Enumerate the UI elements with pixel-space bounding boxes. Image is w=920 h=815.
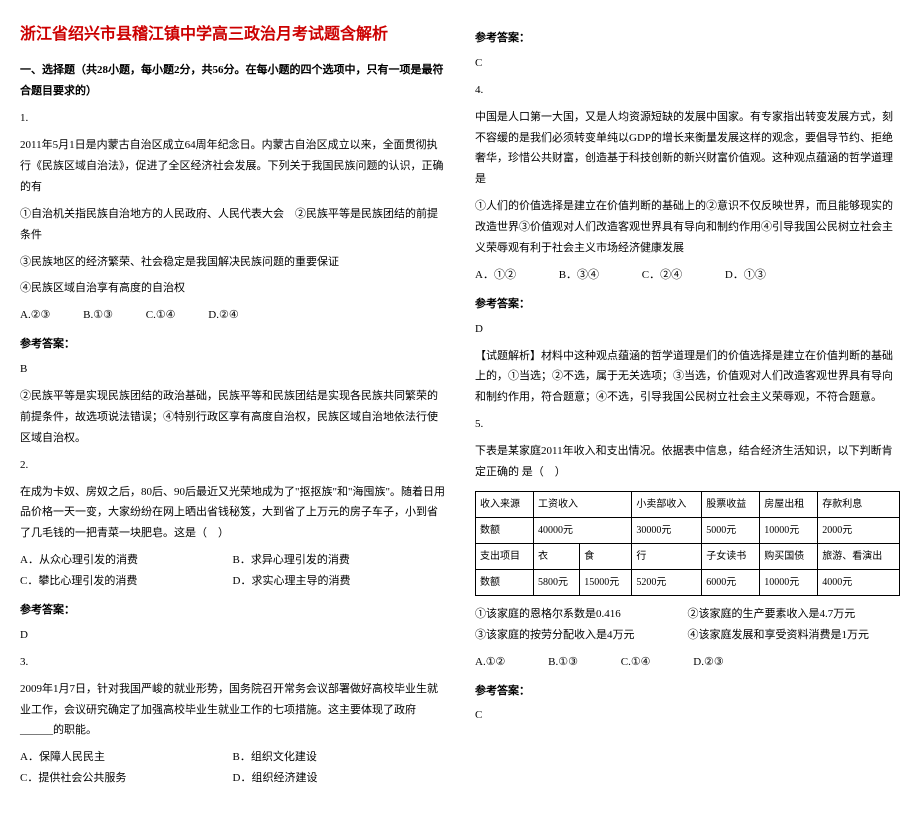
q1-stmt-2: ③民族地区的经济繁荣、社会稳定是我国解决民族问题的重要保证 [20, 252, 445, 273]
q2-body: 在成为卡奴、房奴之后，80后、90后最近又光荣地成为了"抠抠族"和"海囤族"。随… [20, 482, 445, 545]
q4-choice-a: A．①② [475, 265, 516, 286]
cell: 房屋出租 [760, 491, 818, 517]
q3-choice-a: A．保障人民民主 [20, 747, 233, 768]
q5-answer-label: 参考答案： [475, 681, 900, 702]
cell: 5200元 [632, 569, 702, 595]
left-column: 浙江省绍兴市县稽江镇中学高三政治月考试题含解析 一、选择题（共28小题，每小题2… [20, 20, 445, 795]
exam-document: 浙江省绍兴市县稽江镇中学高三政治月考试题含解析 一、选择题（共28小题，每小题2… [20, 20, 900, 795]
q1-stmt-1: ①自治机关指民族自治地方的人民政府、人民代表大会 ②民族平等是民族团结的前提条件 [20, 204, 445, 246]
q1-body: 2011年5月1日是内蒙古自治区成立64周年纪念日。内蒙古自治区成立以来，全面贯… [20, 135, 445, 198]
q2-answer-label: 参考答案： [20, 600, 445, 621]
q4-choice-d: D．①③ [725, 265, 766, 286]
cell: 食 [580, 543, 632, 569]
q4-number: 4. [475, 80, 900, 101]
cell: 5000元 [702, 517, 760, 543]
q2-choice-a: A．从众心理引发的消费 [20, 550, 233, 571]
table-row: 数额 5800元 15000元 5200元 6000元 10000元 4000元 [476, 569, 900, 595]
q1-choice-c: C.①④ [146, 305, 176, 326]
q5-stmt-1: ①该家庭的恩格尔系数是0.416 [475, 604, 688, 625]
q5-answer: C [475, 705, 900, 726]
document-title: 浙江省绍兴市县稽江镇中学高三政治月考试题含解析 [20, 20, 445, 50]
q5-stmt-2: ②该家庭的生产要素收入是4.7万元 [688, 604, 901, 625]
q4-choice-c: C．②④ [642, 265, 682, 286]
q2-choice-c: C．攀比心理引发的消费 [20, 571, 233, 592]
q3-choice-c: C．提供社会公共服务 [20, 768, 233, 789]
cell: 支出项目 [476, 543, 534, 569]
q4-statements: ①人们的价值选择是建立在价值判断的基础上的②意识不仅反映世界，而且能够现实的改造… [475, 196, 900, 259]
q2-choices: A．从众心理引发的消费 B．求异心理引发的消费 C．攀比心理引发的消费 D．求实… [20, 550, 445, 592]
q1-choice-b: B.①③ [83, 305, 113, 326]
cell: 数额 [476, 517, 534, 543]
q4-analysis: 【试题解析】材料中这种观点蕴涵的哲学道理是们的价值选择是建立在价值判断的基础上的… [475, 346, 900, 409]
q3-body: 2009年1月7日，针对我国严峻的就业形势，国务院召开常务会议部署做好高校毕业生… [20, 679, 445, 742]
q5-choices: A.①② B.①③ C.①④ D.②③ [475, 652, 900, 673]
q1-answer: B [20, 359, 445, 380]
cell: 存款利息 [818, 491, 900, 517]
cell: 子女读书 [702, 543, 760, 569]
cell: 衣 [534, 543, 580, 569]
table-row: 支出项目 衣 食 行 子女读书 购买国债 旅游、看演出 [476, 543, 900, 569]
cell: 4000元 [818, 569, 900, 595]
q5-statements: ①该家庭的恩格尔系数是0.416 ②该家庭的生产要素收入是4.7万元 ③该家庭的… [475, 604, 900, 646]
table-row: 收入来源 工资收入 小卖部收入 股票收益 房屋出租 存款利息 [476, 491, 900, 517]
q1-answer-label: 参考答案： [20, 334, 445, 355]
cell: 行 [632, 543, 702, 569]
q3-choice-b: B．组织文化建设 [233, 747, 446, 768]
q3-answer: C [475, 53, 900, 74]
q2-answer: D [20, 625, 445, 646]
q1-choice-a: A.②③ [20, 305, 50, 326]
q4-choice-b: B．③④ [559, 265, 599, 286]
q5-choice-d: D.②③ [693, 652, 723, 673]
q3-choices: A．保障人民民主 B．组织文化建设 C．提供社会公共服务 D．组织经济建设 [20, 747, 445, 789]
q3-answer-label: 参考答案： [475, 28, 900, 49]
q5-body: 下表是某家庭2011年收入和支出情况。依据表中信息，结合经济生活知识，以下判断肯… [475, 441, 900, 483]
cell: 购买国债 [760, 543, 818, 569]
cell: 5800元 [534, 569, 580, 595]
q4-answer-label: 参考答案： [475, 294, 900, 315]
cell: 15000元 [580, 569, 632, 595]
cell: 6000元 [702, 569, 760, 595]
cell: 10000元 [760, 517, 818, 543]
cell: 10000元 [760, 569, 818, 595]
cell: 股票收益 [702, 491, 760, 517]
cell: 小卖部收入 [632, 491, 702, 517]
section-1-header: 一、选择题（共28小题，每小题2分，共56分。在每小题的四个选项中，只有一项是最… [20, 60, 445, 102]
table-row: 数额 40000元 30000元 5000元 10000元 2000元 [476, 517, 900, 543]
q5-choice-b: B.①③ [548, 652, 578, 673]
q1-analysis: ②民族平等是实现民族团结的政治基础，民族平等和民族团结是实现各民族共同繁荣的前提… [20, 386, 445, 449]
q2-number: 2. [20, 455, 445, 476]
cell: 数额 [476, 569, 534, 595]
cell: 收入来源 [476, 491, 534, 517]
q1-stmt-3: ④民族区域自治享有高度的自治权 [20, 278, 445, 299]
q2-choice-d: D．求实心理主导的消费 [233, 571, 446, 592]
q1-choice-d: D.②④ [208, 305, 238, 326]
cell: 工资收入 [534, 491, 632, 517]
q3-choice-d: D．组织经济建设 [233, 768, 446, 789]
q3-number: 3. [20, 652, 445, 673]
q4-body: 中国是人口第一大国，又是人均资源短缺的发展中国家。有专家指出转变发展方式，刻不容… [475, 107, 900, 191]
q1-choices: A.②③ B.①③ C.①④ D.②④ [20, 305, 445, 326]
cell: 2000元 [818, 517, 900, 543]
q5-stmt-3: ③该家庭的按劳分配收入是4万元 [475, 625, 688, 646]
q5-stmt-4: ④该家庭发展和享受资料消费是1万元 [688, 625, 901, 646]
q4-choices: A．①② B．③④ C．②④ D．①③ [475, 265, 900, 286]
q1-number: 1. [20, 108, 445, 129]
cell: 40000元 [534, 517, 632, 543]
q2-choice-b: B．求异心理引发的消费 [233, 550, 446, 571]
q5-choice-a: A.①② [475, 652, 505, 673]
cell: 旅游、看演出 [818, 543, 900, 569]
cell: 30000元 [632, 517, 702, 543]
q5-choice-c: C.①④ [621, 652, 651, 673]
q4-answer: D [475, 319, 900, 340]
right-column: 参考答案： C 4. 中国是人口第一大国，又是人均资源短缺的发展中国家。有专家指… [475, 20, 900, 795]
q5-income-expense-table: 收入来源 工资收入 小卖部收入 股票收益 房屋出租 存款利息 数额 40000元… [475, 491, 900, 596]
q5-number: 5. [475, 414, 900, 435]
